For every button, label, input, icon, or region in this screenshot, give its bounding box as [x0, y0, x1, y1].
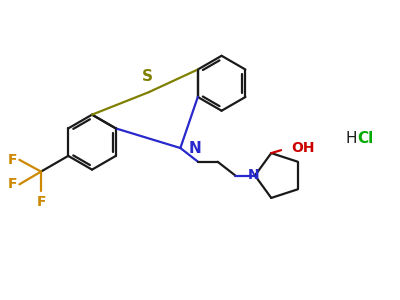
Text: F: F: [8, 177, 18, 191]
Text: F: F: [8, 153, 18, 167]
Text: OH: OH: [291, 141, 314, 155]
Text: N: N: [248, 167, 260, 182]
Text: H: H: [345, 131, 357, 146]
Text: F: F: [36, 195, 46, 209]
Text: S: S: [142, 69, 152, 84]
Text: N: N: [188, 140, 201, 155]
Text: Cl: Cl: [357, 131, 373, 146]
